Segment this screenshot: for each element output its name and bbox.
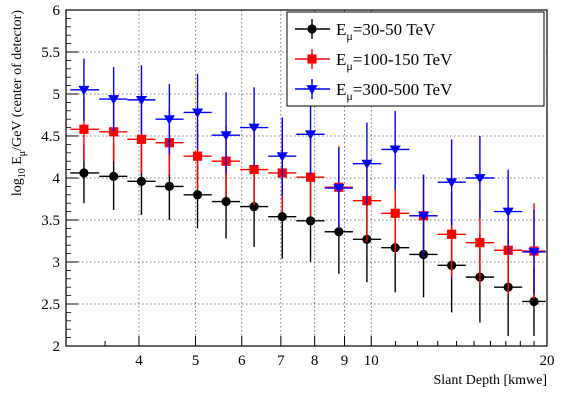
data-point [164,181,174,191]
legend-label-sub: μ [346,29,352,43]
legend-label-main: E [336,80,346,99]
x-tick-label: 10 [364,353,379,369]
legend-label-sub: μ [346,89,352,103]
legend-label: Eμ=100-150 TeV [336,50,453,73]
series-3 [70,58,546,294]
data-point [78,85,90,96]
legend-label-rest: =300-500 TeV [353,80,453,99]
y-tick-label: 2 [53,339,61,355]
y-axis-title-prefix: log [10,178,25,196]
data-point [447,229,457,239]
x-tick-label: 7 [277,353,285,369]
data-point [135,95,148,106]
data-point [192,190,203,200]
data-point [108,95,120,105]
x-tick-label: 4 [135,353,143,369]
legend-label-rest: =100-150 TeV [353,50,453,69]
x-tick-label: 6 [238,353,246,369]
data-point [334,227,344,237]
data-point [109,171,119,181]
data-point [529,296,539,307]
data-point [276,152,288,162]
data-point [220,131,232,141]
legend-label: Eμ=300-500 TeV [336,80,453,103]
y-tick-label: 4.5 [41,129,60,145]
legend-label-rest: =30-50 TeV [353,20,436,39]
legend-label-sub: μ [346,59,352,73]
legend-marker [306,85,318,95]
series-layer [70,58,546,336]
y-axis-title-mid: E [10,156,25,168]
y-tick-label: 3.5 [41,213,60,229]
data-point [248,123,260,133]
y-tick-label: 5 [53,87,61,103]
x-tick-label: 8 [311,353,319,369]
data-point [475,238,485,248]
data-point [136,176,147,186]
tick-layer: 4 5 6 7 8 9 10 20 2 2.5 3 3.5 4 4.5 5 5.5 6 [41,3,554,369]
data-point [528,248,540,258]
data-point [249,201,259,212]
y-axis-title-sub1: 10 [17,168,28,178]
data-point [109,127,119,137]
legend-marker [307,54,317,64]
y-axis-title: log10 Eμ/GeV (center of detector) [10,10,28,197]
data-point [333,184,345,194]
data-point [304,130,317,140]
legend-marker [307,24,317,34]
data-point [277,212,287,222]
y-tick-label: 5.5 [41,45,60,61]
data-point [192,151,203,161]
y-tick-label: 3 [53,255,61,271]
data-point [249,165,259,175]
y-tick-label: 6 [53,3,61,19]
legend-label: Eμ=30-50 TeV [336,20,436,43]
data-point [79,124,89,134]
y-axis-title-suffix: /GeV (center of detector) [10,10,25,151]
data-point [390,208,400,218]
x-axis-title: Slant Depth [kmwe] [433,373,547,388]
x-tick-label: 9 [341,353,349,369]
y-axis-title-sub2: μ [17,151,28,156]
data-point [191,108,204,118]
data-point [305,172,316,182]
legend-label-main: E [336,20,346,39]
legend-entry-2: Eμ=100-150 TeV [295,49,453,73]
data-point [79,168,89,178]
data-point [502,207,514,217]
data-point [446,178,458,188]
data-point [417,211,430,222]
data-point [136,134,147,144]
data-point [389,145,401,155]
y-tick-label: 2.5 [41,297,60,313]
legend-label-main: E [336,50,346,69]
x-tick-label: 20 [540,353,555,369]
data-point [361,159,373,170]
data-point [163,115,175,125]
legend-entry-1: Eμ=30-50 TeV [295,19,436,43]
data-point [474,174,486,184]
y-tick-label: 4 [53,171,61,187]
x-tick-label: 5 [192,353,200,369]
data-point [221,196,231,207]
legend-entry-3: Eμ=300-500 TeV [295,79,453,103]
data-point [305,216,316,226]
